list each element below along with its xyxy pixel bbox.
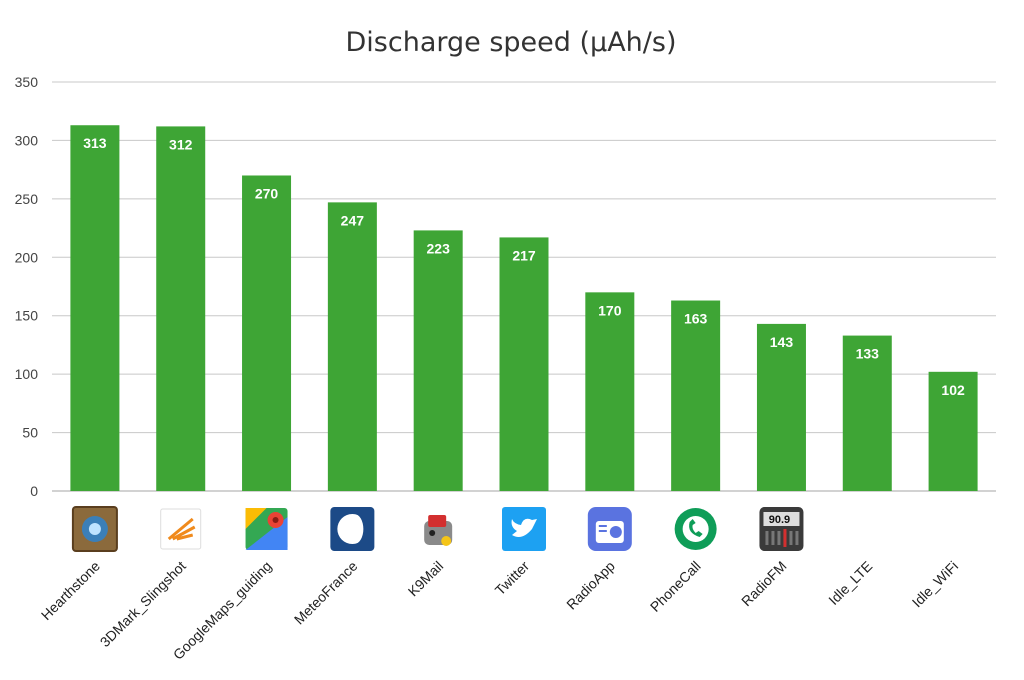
3dmark-icon: [160, 508, 202, 550]
x-axis-labels: Hearthstone3DMark_SlingshotGoogleMaps_gu…: [38, 558, 961, 663]
data-label: 102: [941, 382, 965, 398]
data-labels: 313 312 270 247 223 217 170 163 143 133 102: [83, 135, 965, 398]
meteofrance-icon: [330, 507, 375, 551]
bar: [413, 230, 463, 491]
bar: [242, 175, 292, 491]
y-axis-ticks: 0 50 100 150 200 250 300 350: [15, 74, 39, 499]
bar: [585, 292, 635, 491]
hearthstone-icon: [71, 506, 118, 552]
y-tick-label: 200: [15, 249, 39, 265]
x-tick-label: K9Mail: [405, 558, 447, 600]
data-label: 270: [255, 185, 279, 201]
x-tick-label: MeteoFrance: [291, 558, 361, 628]
k9mail-icon: [424, 515, 453, 546]
x-tick-label: Idle_LTE: [825, 558, 875, 608]
x-tick-label: GoogleMaps_guiding: [170, 558, 275, 663]
twitter-icon: [502, 507, 546, 551]
data-label: 170: [598, 302, 622, 318]
bar: [70, 125, 120, 491]
radio-app-icon: [587, 507, 632, 551]
data-label: 133: [856, 346, 880, 362]
data-label: 247: [341, 212, 365, 228]
phone-call-icon: [674, 508, 717, 550]
bar: [327, 202, 377, 491]
bar: [671, 300, 721, 491]
data-label: 217: [512, 247, 536, 263]
y-tick-label: 100: [15, 366, 39, 382]
x-tick-label: Idle_WiFi: [909, 558, 962, 611]
y-tick-label: 0: [30, 483, 38, 499]
bar: [156, 126, 206, 492]
radio-frequency-text: 90.9: [769, 514, 790, 526]
radio-fm-icon: 90.9: [759, 507, 804, 551]
x-tick-label: RadioFM: [738, 558, 789, 609]
x-tick-label: Twitter: [492, 558, 533, 599]
bar: [499, 237, 549, 491]
data-label: 143: [770, 334, 794, 350]
bars: [70, 125, 978, 492]
chart-title: Discharge speed (µAh/s): [346, 27, 677, 58]
category-icons: 90.9: [71, 506, 804, 552]
data-label: 223: [427, 240, 451, 256]
x-tick-label: RadioApp: [563, 558, 618, 613]
bar: [928, 371, 978, 491]
y-tick-label: 350: [15, 74, 39, 90]
data-label: 312: [169, 136, 193, 152]
bar: [756, 323, 806, 491]
y-tick-label: 50: [22, 425, 38, 441]
data-label: 163: [684, 311, 708, 327]
google-maps-icon: [245, 508, 288, 550]
y-tick-label: 150: [15, 308, 39, 324]
x-tick-label: PhoneCall: [647, 558, 704, 615]
bar: [842, 335, 892, 491]
data-label: 313: [83, 135, 107, 151]
y-tick-label: 300: [15, 132, 39, 148]
x-tick-label: 3DMark_Slingshot: [97, 558, 189, 650]
x-tick-label: Hearthstone: [38, 558, 103, 623]
y-tick-label: 250: [15, 191, 39, 207]
